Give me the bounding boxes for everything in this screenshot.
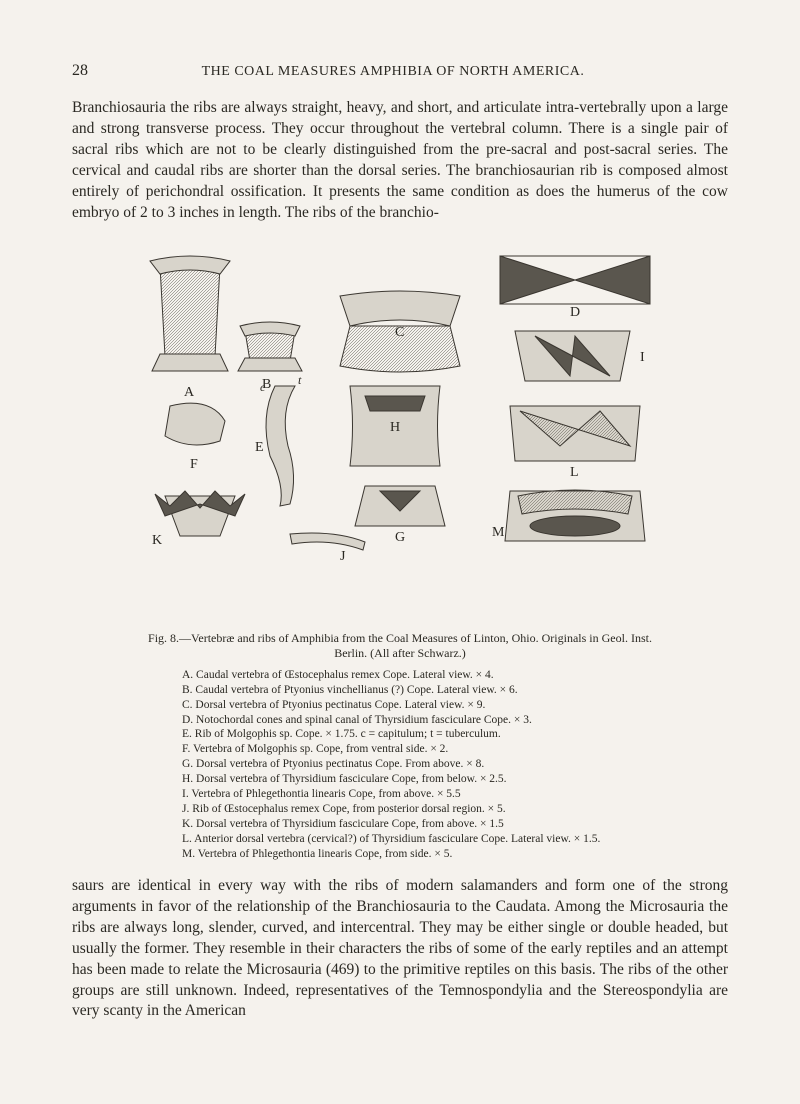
figure-item-I: I — [515, 331, 645, 381]
figure-label-H: H — [390, 420, 400, 435]
paragraph-bottom: saurs are identical in every way with th… — [72, 876, 728, 1022]
figure-label-G: G — [395, 530, 405, 545]
figure-label-K: K — [152, 533, 162, 548]
page-header: 28 THE COAL MEASURES AMPHIBIA OF NORTH A… — [72, 62, 728, 80]
figure-item-L: L — [510, 406, 640, 480]
figure-label-C: C — [395, 325, 404, 340]
page-container: 28 THE COAL MEASURES AMPHIBIA OF NORTH A… — [0, 0, 800, 1072]
page-number: 28 — [72, 62, 88, 80]
figure-item-C: C — [340, 291, 460, 372]
figure-label-c: c — [260, 380, 266, 394]
figure-caption-item: D. Notochordal cones and spinal canal of… — [182, 713, 678, 728]
running-title: THE COAL MEASURES AMPHIBIA OF NORTH AMER… — [88, 64, 698, 80]
figure-caption-item: F. Vertebra of Molgophis sp. Cope, from … — [182, 742, 678, 757]
figure-item-K: K — [152, 491, 245, 548]
figure-caption-item: J. Rib of Œstocephalus remex Cope, from … — [182, 802, 678, 817]
figure-item-F: F — [165, 403, 225, 472]
figure-label-M: M — [492, 525, 505, 540]
figure-item-H: H — [350, 386, 440, 466]
figure-caption-item: A. Caudal vertebra of Œstocephalus remex… — [182, 668, 678, 683]
figure-item-D: D — [500, 256, 650, 320]
figure-label-D: D — [570, 305, 580, 320]
figure-label-J: J — [340, 549, 346, 564]
figure-caption-item: I. Vertebra of Phlegethontia linearis Co… — [182, 787, 678, 802]
figure-item-B: B — [238, 322, 302, 392]
figure-caption-item: G. Dorsal vertebra of Ptyonius pectinatu… — [182, 757, 678, 772]
figure-caption-item: C. Dorsal vertebra of Ptyonius pectinatu… — [182, 698, 678, 713]
figure-label-A: A — [184, 385, 195, 400]
figure-item-J: J — [290, 533, 365, 564]
figure-caption-list: A. Caudal vertebra of Œstocephalus remex… — [182, 668, 678, 862]
figure-caption-item: H. Dorsal vertebra of Thyrsidium fascicu… — [182, 772, 678, 787]
figure-caption-item: E. Rib of Molgophis sp. Cope. × 1.75. c … — [182, 727, 678, 742]
figure-item-A: A — [150, 256, 230, 400]
figure-caption-item: B. Caudal vertebra of Ptyonius vinchelli… — [182, 683, 678, 698]
figure-item-M: M — [492, 490, 645, 541]
figure-8-illustration: A F K B — [140, 236, 660, 616]
figure-label-t: t — [298, 373, 302, 387]
figure-label-L: L — [570, 465, 579, 480]
figure-caption-main: Fig. 8.—Vertebræ and ribs of Amphibia fr… — [132, 631, 668, 662]
figure-caption-item: L. Anterior dorsal vertebra (cervical?) … — [182, 832, 678, 847]
figure-label-F: F — [190, 457, 198, 472]
figure-8: A F K B — [72, 236, 728, 862]
figure-label-I: I — [640, 350, 645, 365]
paragraph-top: Branchiosauria the ribs are always strai… — [72, 98, 728, 224]
figure-label-E: E — [255, 440, 264, 455]
figure-caption-item: M. Vertebra of Phlegethontia linearis Co… — [182, 847, 678, 862]
figure-caption-item: K. Dorsal vertebra of Thyrsidium fascicu… — [182, 817, 678, 832]
figure-item-G: G — [355, 486, 445, 545]
figure-item-E: E c t — [255, 373, 302, 506]
